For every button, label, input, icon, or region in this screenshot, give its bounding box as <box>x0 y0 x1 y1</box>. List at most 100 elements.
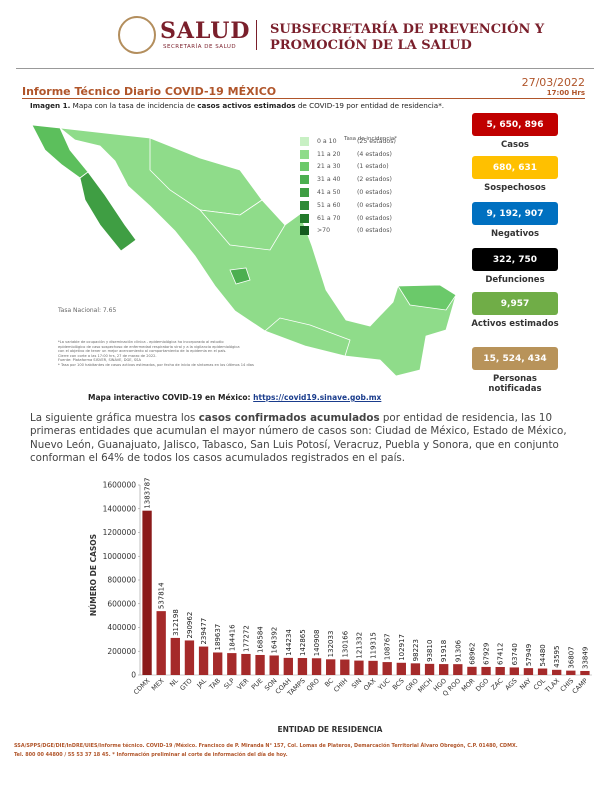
bar <box>255 654 265 675</box>
value-label: 537814 <box>158 582 166 609</box>
legend-count: (0 estados) <box>357 189 392 197</box>
map-note: * Tasa por 100 habitantes de casos activ… <box>58 362 254 367</box>
legend-count: (2 estados) <box>357 176 392 184</box>
map-state <box>264 317 351 357</box>
value-label: 93810 <box>426 640 434 662</box>
stat-value: 322, 750 <box>472 248 558 271</box>
legend-row: >70 (0 estados) <box>300 225 396 238</box>
bar <box>467 666 477 675</box>
legend-swatch <box>300 162 309 172</box>
bar <box>453 664 463 675</box>
legend-row: 51 a 60 (0 estados) <box>300 199 396 212</box>
paragraph-text: por entidad de residencia, las 10 primer… <box>30 412 567 465</box>
bar <box>368 660 378 675</box>
bar <box>142 510 152 675</box>
paragraph-bold: casos confirmados acumulados <box>198 412 380 424</box>
bar <box>396 662 406 675</box>
legend-row: 31 a 40 (2 estados) <box>300 173 396 186</box>
map <box>31 124 457 377</box>
legend-swatch <box>300 136 309 146</box>
value-label: 164392 <box>271 627 279 654</box>
bar <box>354 660 364 675</box>
stat-value: 15, 524, 434 <box>472 347 558 370</box>
bar <box>227 653 237 675</box>
legend-swatch <box>300 226 309 236</box>
legend-swatch <box>300 175 309 185</box>
bar <box>340 659 350 675</box>
legend-count: (0 estados) <box>357 201 392 209</box>
caption-bold: casos activos estimados <box>197 101 296 110</box>
report-date: 27/03/2022 <box>521 76 585 89</box>
y-tick-label: 1400000 <box>103 504 137 513</box>
stat-label: Sospechosos <box>484 183 546 193</box>
rule <box>22 98 585 99</box>
x-tick-label: NAY <box>518 677 533 692</box>
legend-range: >70 <box>317 227 331 235</box>
bar <box>297 658 308 675</box>
legend-row: 11 a 20 (4 estados) <box>300 148 396 161</box>
separator <box>256 20 257 50</box>
value-label: 91918 <box>440 640 448 662</box>
legend-count: (25 estados) <box>357 137 396 145</box>
footer-line: SSA/SPPS/DGE/DIE/InDRE/UIES/Informe técn… <box>14 743 518 749</box>
y-tick-label: 1200000 <box>103 528 137 537</box>
x-tick-label: ZAC <box>490 676 505 691</box>
bar <box>580 670 590 675</box>
value-label: 108767 <box>384 633 392 660</box>
legend-row: 61 a 70 (0 estados) <box>300 212 396 225</box>
value-label: 1383787 <box>144 477 152 508</box>
stat-label: Negativos <box>490 229 540 239</box>
map-state <box>229 267 251 285</box>
x-tick-label: OAX <box>362 676 378 692</box>
chart: NÚMERO DE CASOS ENTIDAD DE RESIDENCIA 0 2… <box>89 477 592 734</box>
national-rate: Tasa Nacional: 7.65 <box>58 307 117 314</box>
caption-text: Mapa con la tasa de incidencia de <box>70 101 198 110</box>
bar <box>283 657 293 675</box>
bar <box>241 653 251 675</box>
y-tick-label: 0 <box>131 671 136 680</box>
stat-value: 680, 631 <box>472 156 558 179</box>
value-label: 168584 <box>257 626 265 653</box>
bar <box>509 667 519 675</box>
bar <box>184 640 195 675</box>
rule <box>16 68 594 69</box>
map-link-line: Mapa interactivo COVID-19 en México: htt… <box>88 393 381 402</box>
value-label: 63740 <box>511 643 519 665</box>
map-mainland <box>58 127 457 377</box>
bar <box>537 668 548 675</box>
value-label: 312198 <box>172 609 180 636</box>
map-note: *La variable de ocupación y diseminación… <box>58 340 224 344</box>
legend-range: 31 a 40 <box>317 176 341 184</box>
emblem <box>118 16 156 54</box>
legend-row: 41 a 50 (0 estados) <box>300 186 396 199</box>
caption-lead: Imagen 1. <box>30 101 71 110</box>
x-tick-label: CHIH <box>332 677 349 694</box>
legend-swatch <box>300 200 309 210</box>
y-tick-label: 200000 <box>107 647 136 656</box>
bar <box>552 669 562 675</box>
logo-subtitle: SECRETARÍA DE SALUD <box>163 44 237 50</box>
header-title: SUBSECRETARÍA DE PREVENCIÓN Y PROMOCIÓN … <box>270 22 544 54</box>
stat-value: 5, 650, 896 <box>472 113 558 136</box>
value-label: 67412 <box>497 643 505 665</box>
legend-swatch <box>300 188 309 198</box>
x-tick-label: SIN <box>350 677 363 690</box>
y-axis-label: NÚMERO DE CASOS <box>89 534 98 616</box>
y-tick-label: 800000 <box>107 576 136 585</box>
value-label: 98223 <box>412 639 420 661</box>
report-time: 17:00 Hrs <box>546 89 585 97</box>
bar <box>198 646 209 675</box>
map-legend: 0 a 10 (25 estados) 11 a 20 (4 estados) 21 a… <box>300 135 396 237</box>
footer: SSA/SPPS/DGE/DIE/InDRE/UIES/Informe técn… <box>14 742 594 760</box>
map-notes: *La variable de ocupación y diseminación… <box>58 340 298 368</box>
bar <box>495 666 505 675</box>
value-label: 68962 <box>468 643 476 665</box>
value-label: 144234 <box>285 629 293 656</box>
map-link[interactable]: https://covid19.sinave.gob.mx <box>253 393 382 402</box>
value-label: 67929 <box>483 643 491 665</box>
bar <box>213 652 223 675</box>
footer-line: Tel. 800 00 44800 / 55 53 37 18 45. * In… <box>14 752 288 758</box>
value-label: 130166 <box>341 630 349 657</box>
bar <box>410 663 421 675</box>
